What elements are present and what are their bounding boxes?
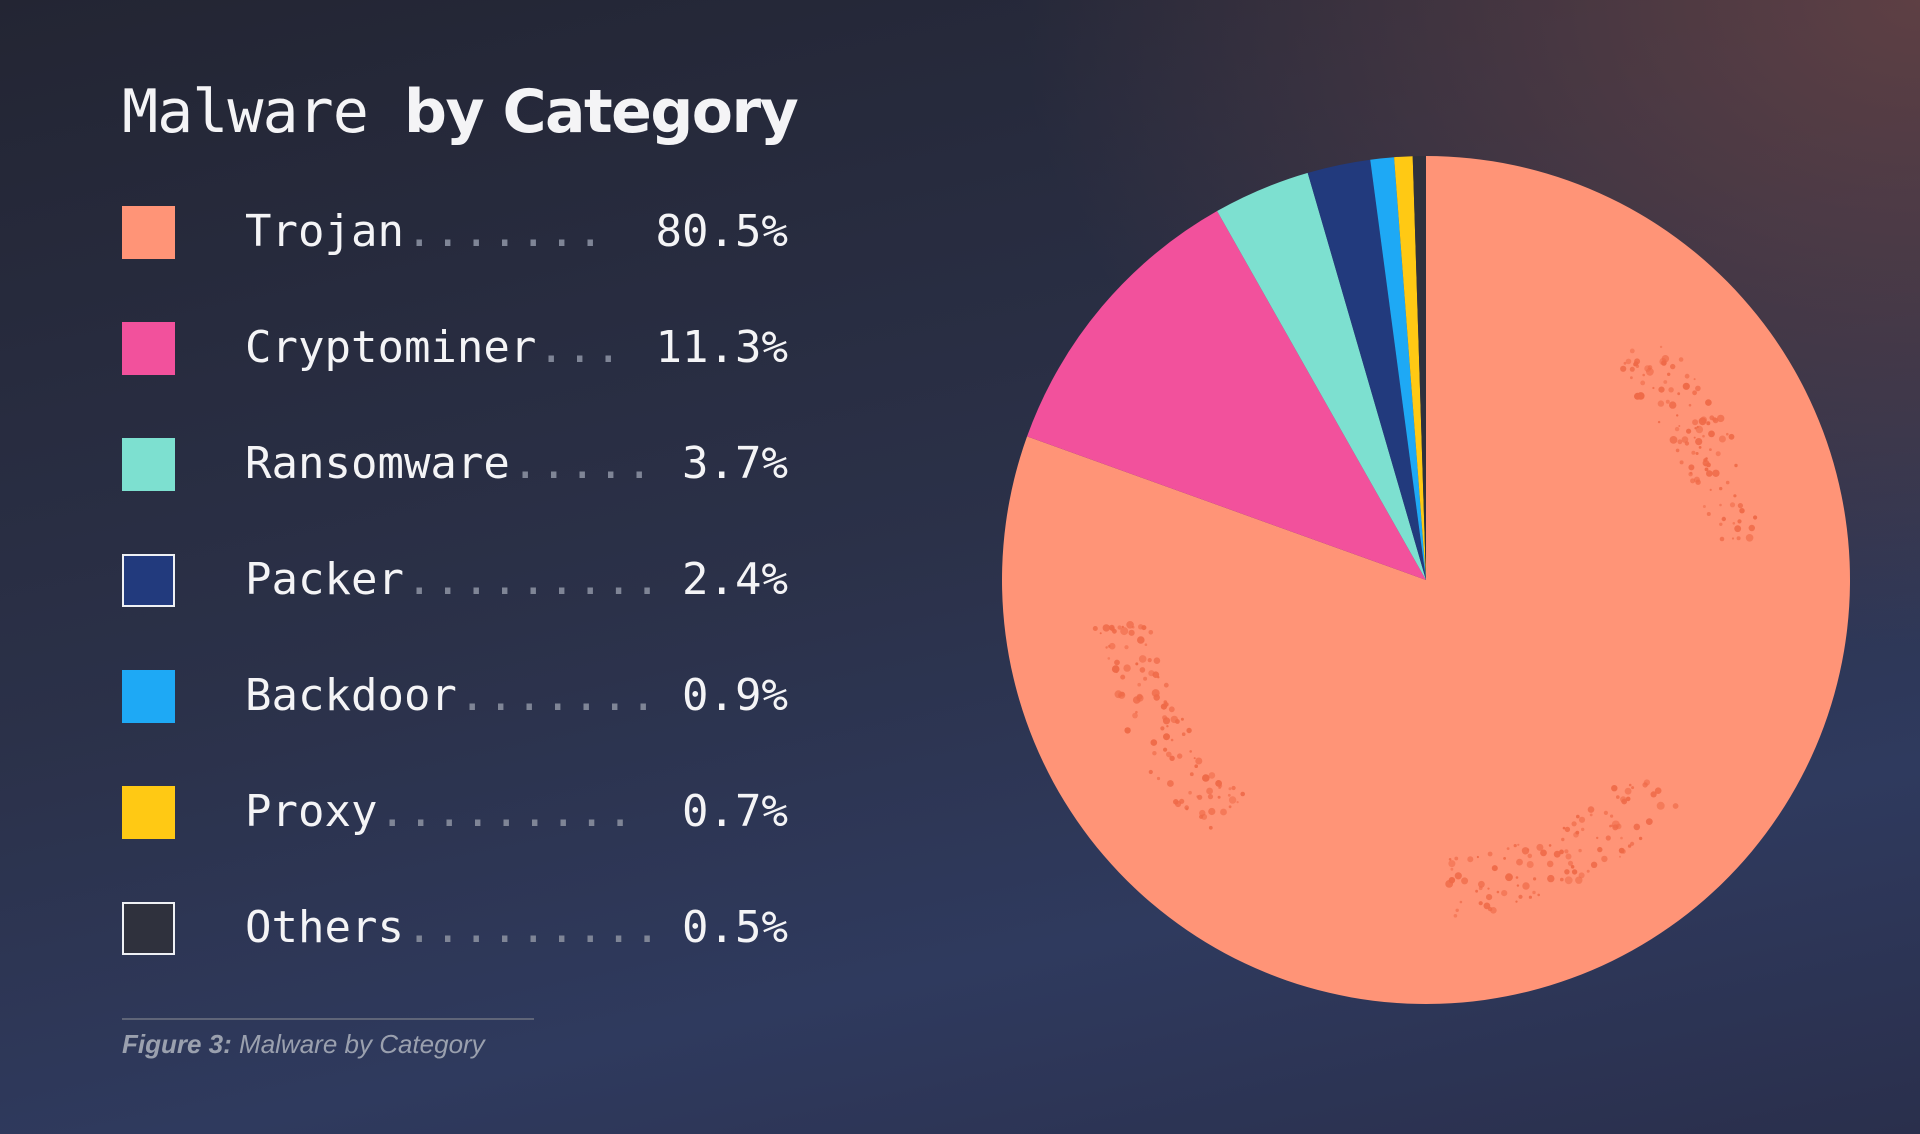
legend-leader-packer: ......... <box>406 554 663 605</box>
legend-leader-proxy: ......... <box>379 786 636 837</box>
legend-label-trojan: Trojan <box>245 206 404 257</box>
legend-label-proxy: Proxy <box>245 786 378 837</box>
legend-leader-trojan: ....... <box>406 206 606 257</box>
legend-leader-cryptominer: ... <box>538 322 624 373</box>
legend-label-others: Others <box>245 902 404 953</box>
legend-value-cryptominer: 11.3% <box>655 322 788 373</box>
pie-slice-ransomware <box>1217 172 1426 580</box>
legend-swatch-cryptominer <box>122 322 175 375</box>
legend-swatch-packer <box>122 554 175 607</box>
legend-label-backdoor: Backdoor <box>245 670 457 721</box>
legend-item-ransomware: Ransomware..... 3.7% <box>122 435 788 551</box>
legend-value-packer: 2.4% <box>682 554 788 605</box>
legend-value-others: 0.5% <box>682 902 788 953</box>
pie-slice-backdoor <box>1370 157 1426 580</box>
legend-leader-backdoor: ....... <box>459 670 659 721</box>
pie-slice-others <box>1412 156 1426 580</box>
legend-label-ransomware: Ransomware <box>245 438 510 489</box>
caption-text: Malware by Category <box>239 1029 485 1059</box>
legend-swatch-ransomware <box>122 438 175 491</box>
legend-item-trojan: Trojan....... 80.5% <box>122 203 788 319</box>
caption-label: Figure 3: <box>122 1029 232 1059</box>
chart-title-bold: by Category <box>404 77 799 147</box>
chart-title: Malware by Category <box>122 72 799 152</box>
legend-value-proxy: 0.7% <box>682 786 788 837</box>
legend-swatch-others <box>122 902 175 955</box>
legend-value-trojan: 80.5% <box>655 206 788 257</box>
legend-label-cryptominer: Cryptominer <box>245 322 537 373</box>
legend-value-ransomware: 3.7% <box>682 438 788 489</box>
legend-item-cryptominer: Cryptominer... 11.3% <box>122 319 788 435</box>
legend: Trojan....... 80.5% Cryptominer... 11.3% Ran… <box>122 203 788 1015</box>
caption-divider <box>122 1018 534 1020</box>
legend-leader-others: ......... <box>406 902 663 953</box>
legend-item-backdoor: Backdoor....... 0.9% <box>122 667 788 783</box>
legend-swatch-trojan <box>122 206 175 259</box>
legend-swatch-proxy <box>122 786 175 839</box>
legend-label-packer: Packer <box>245 554 404 605</box>
chart-title-light: Malware <box>122 77 369 147</box>
pie-slice-cryptominer <box>1027 211 1426 580</box>
legend-swatch-backdoor <box>122 670 175 723</box>
figure-caption: Figure 3: Malware by Category <box>122 1026 485 1062</box>
pie-texture-speckles <box>1092 345 1758 918</box>
legend-item-packer: Packer......... 2.4% <box>122 551 788 667</box>
legend-value-backdoor: 0.9% <box>682 670 788 721</box>
pie-slice-proxy <box>1394 156 1426 580</box>
pie-chart <box>1002 156 1851 1004</box>
legend-leader-ransomware: ..... <box>512 438 655 489</box>
legend-item-proxy: Proxy......... 0.7% <box>122 783 788 899</box>
pie-slice-trojan <box>1002 156 1851 1004</box>
legend-item-others: Others......... 0.5% <box>122 899 788 1015</box>
pie-slice-packer <box>1307 159 1426 580</box>
